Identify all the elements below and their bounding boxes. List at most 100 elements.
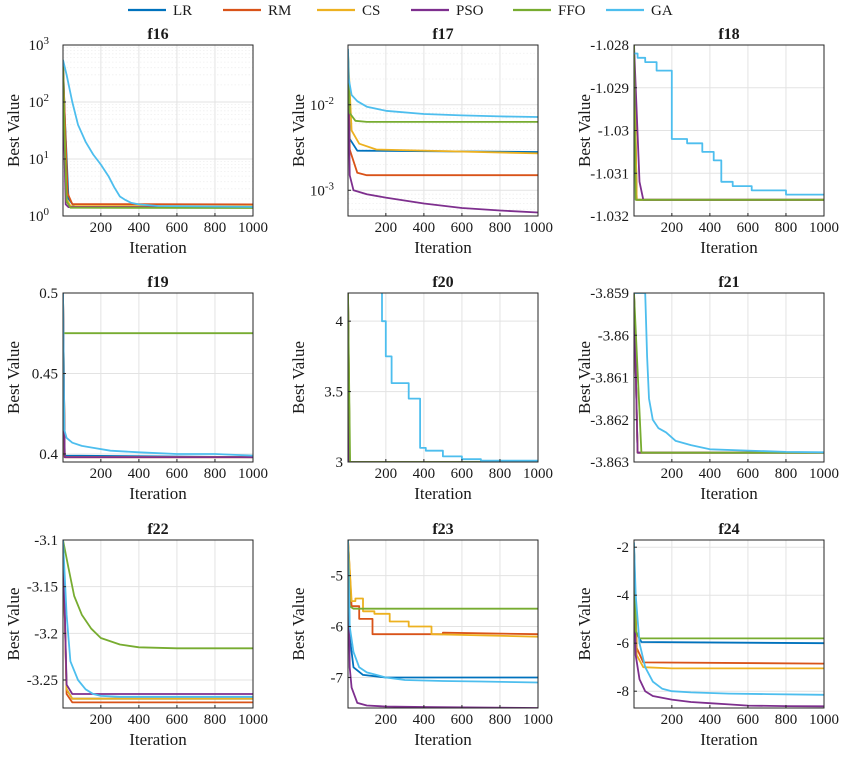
y-tick-label: 3 — [336, 455, 344, 471]
series-group — [348, 48, 538, 214]
y-axis-label: Best Value — [575, 588, 594, 661]
legend-entry-lr: LR — [128, 3, 192, 19]
y-tick-label: -3.1 — [34, 533, 58, 549]
x-tick-label: 200 — [661, 466, 684, 482]
x-tick-label: 800 — [204, 220, 227, 236]
legend-entry-cs: CS — [317, 3, 380, 19]
series-group — [634, 293, 824, 454]
x-axis-label: Iteration — [129, 238, 187, 257]
series-line-pso — [63, 540, 253, 695]
series-group — [634, 45, 824, 201]
series-line-ffo — [63, 62, 253, 209]
axes-box — [633, 539, 825, 709]
series-line-ffo — [63, 540, 253, 650]
x-tick-label: 200 — [90, 466, 113, 482]
legend-label: RM — [268, 3, 291, 19]
subplot-grid: 200 400 600 800 1000 100 101 102 103 f16 Iteration… — [4, 26, 839, 749]
y-tick-label: -3.863 — [590, 455, 629, 471]
series-line-cs — [348, 540, 538, 638]
subplot-f23: 200 400 600 800 1000 -5 -6 -7 f23 Iteration Best V… — [289, 521, 553, 749]
grid — [63, 45, 254, 216]
subplot-title: f21 — [718, 274, 739, 291]
y-tick-label: 0.5 — [39, 286, 58, 302]
y-tick-label: 10-3 — [310, 180, 335, 199]
x-tick-label: 200 — [661, 220, 684, 236]
x-tick-label: 1000 — [523, 466, 553, 482]
x-tick-label: 1000 — [809, 712, 839, 728]
x-tick-label: 200 — [375, 712, 398, 728]
x-tick-label: 200 — [90, 712, 113, 728]
series-line-pso — [634, 547, 824, 708]
x-tick-label: 400 — [699, 220, 722, 236]
subplot-f16: 200 400 600 800 1000 100 101 102 103 f16 Iteration… — [4, 26, 268, 257]
y-tick-label: 4 — [336, 314, 344, 330]
x-tick-label: 200 — [375, 466, 398, 482]
grid — [634, 293, 825, 462]
x-tick-label: 400 — [128, 220, 151, 236]
axes-box — [62, 539, 254, 709]
plot-area — [63, 45, 253, 216]
y-tick-label: -3.25 — [27, 673, 58, 689]
y-axis-label: Best Value — [575, 94, 594, 167]
series-group — [63, 540, 253, 704]
y-tick-label: -6 — [331, 620, 344, 636]
y-tick-label: -7 — [331, 670, 344, 686]
subplot-f17: 200 400 600 800 1000 10-3 10-2 f17 Iteration Best… — [289, 26, 553, 257]
y-tick-label: 0.45 — [32, 366, 58, 382]
y-tick-label: -2 — [617, 540, 630, 556]
y-axis-label: Best Value — [575, 341, 594, 414]
y-tick-label: -6 — [617, 636, 630, 652]
y-axis-label: Best Value — [4, 341, 23, 414]
x-tick-label: 800 — [489, 220, 512, 236]
x-tick-label: 400 — [128, 466, 151, 482]
x-tick-label: 800 — [204, 466, 227, 482]
plot-area — [348, 540, 538, 708]
subplot-title: f22 — [147, 521, 168, 538]
series-line-ffo — [348, 53, 538, 123]
series-group — [634, 542, 824, 708]
x-axis-label: Iteration — [700, 238, 758, 257]
y-tick-label: 10-2 — [310, 95, 334, 114]
x-axis-label: Iteration — [129, 730, 187, 749]
x-tick-label: 800 — [775, 220, 798, 236]
y-tick-label: -1.028 — [590, 38, 629, 54]
y-tick-label: -1.032 — [590, 209, 629, 225]
y-tick-label: 3.5 — [324, 385, 343, 401]
y-tick-label: -5 — [331, 569, 344, 585]
y-axis-label: Best Value — [289, 94, 308, 167]
plot-area — [63, 293, 253, 462]
x-tick-label: 600 — [166, 466, 189, 482]
series-line-ga — [348, 540, 538, 684]
x-tick-label: 600 — [737, 712, 760, 728]
y-tick-label: -3.861 — [590, 371, 629, 387]
x-tick-label: 600 — [451, 712, 474, 728]
legend-label: GA — [651, 3, 673, 19]
series-line-pso — [348, 540, 538, 708]
y-tick-label: 102 — [29, 92, 50, 111]
legend-entry-ga: GA — [606, 3, 673, 19]
y-tick-label: -3.15 — [27, 580, 58, 596]
series-line-ffo — [634, 293, 824, 454]
x-axis-label: Iteration — [414, 238, 472, 257]
axes-box — [62, 292, 254, 463]
y-tick-label: -1.029 — [590, 81, 629, 97]
x-axis-label: Iteration — [414, 484, 472, 503]
y-tick-label: -4 — [617, 588, 630, 604]
legend: LR RM CS PSO FFO GA — [128, 3, 673, 19]
y-tick-label: 100 — [29, 206, 50, 225]
y-tick-label: -8 — [617, 684, 630, 700]
series-line-ga — [63, 540, 253, 698]
x-tick-label: 1000 — [523, 712, 553, 728]
axes-box — [347, 539, 539, 709]
x-tick-label: 400 — [128, 712, 151, 728]
x-tick-label: 400 — [413, 220, 436, 236]
x-tick-label: 600 — [166, 712, 189, 728]
series-line-rm — [348, 540, 538, 636]
legend-label: CS — [362, 3, 380, 19]
subplot-title: f16 — [147, 26, 168, 43]
x-tick-label: 800 — [489, 466, 512, 482]
x-tick-label: 1000 — [238, 220, 268, 236]
x-tick-label: 600 — [737, 466, 760, 482]
subplot-title: f23 — [432, 521, 453, 538]
x-axis-label: Iteration — [700, 730, 758, 749]
